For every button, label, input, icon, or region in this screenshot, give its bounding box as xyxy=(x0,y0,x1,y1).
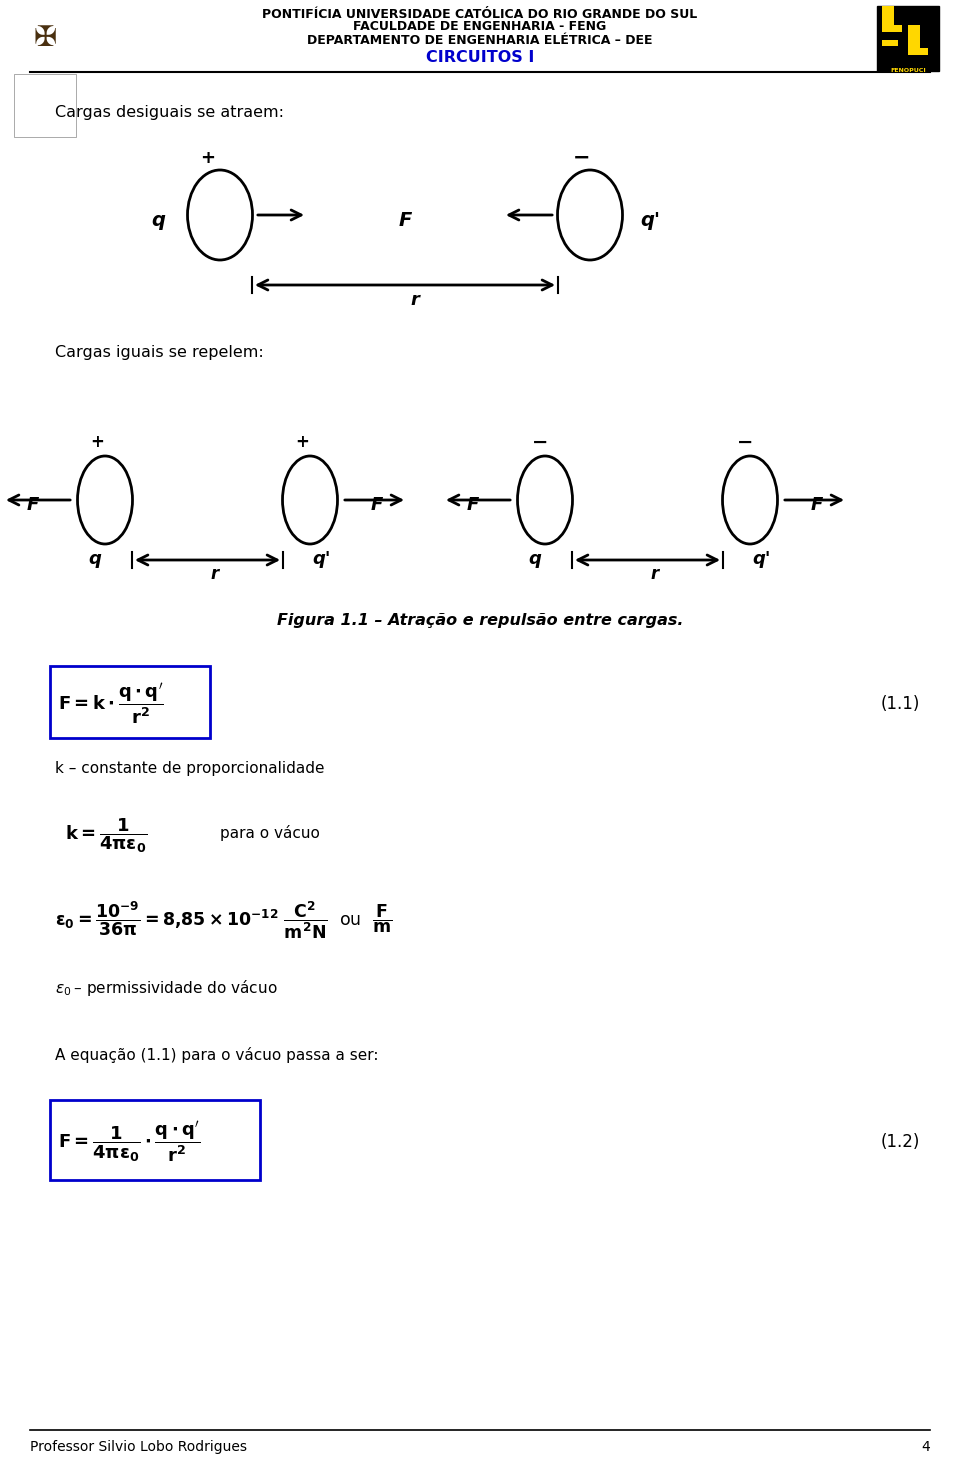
Text: F: F xyxy=(467,495,479,514)
Text: DEPARTAMENTO DE ENGENHARIA ELÉTRICA – DEE: DEPARTAMENTO DE ENGENHARIA ELÉTRICA – DE… xyxy=(307,35,653,48)
Text: $\mathbf{k = \dfrac{1}{4\pi\varepsilon_0}}$: $\mathbf{k = \dfrac{1}{4\pi\varepsilon_0… xyxy=(65,817,147,855)
Bar xyxy=(882,6,894,32)
Text: q: q xyxy=(151,210,165,229)
Text: −: − xyxy=(737,432,754,451)
Text: $\mathbf{F = k \cdot \dfrac{q \cdot q'}{r^2}}$: $\mathbf{F = k \cdot \dfrac{q \cdot q'}{… xyxy=(58,682,164,726)
Bar xyxy=(50,666,210,738)
Bar xyxy=(908,48,928,56)
Text: q: q xyxy=(88,549,102,568)
Text: $\varepsilon_0$ – permissividade do vácuo: $\varepsilon_0$ – permissividade do vácu… xyxy=(55,977,277,998)
Text: F: F xyxy=(398,210,412,229)
Bar xyxy=(908,25,920,56)
Text: ✠: ✠ xyxy=(34,23,57,53)
Text: F: F xyxy=(27,495,39,514)
Text: r: r xyxy=(651,565,660,583)
Bar xyxy=(882,39,898,45)
Text: Cargas iguais se repelem:: Cargas iguais se repelem: xyxy=(55,345,264,359)
Text: r: r xyxy=(411,291,420,308)
Text: q': q' xyxy=(313,549,331,568)
Text: −: − xyxy=(573,148,590,168)
Text: FACULDADE DE ENGENHARIA - FENG: FACULDADE DE ENGENHARIA - FENG xyxy=(353,20,607,34)
Text: +: + xyxy=(295,432,309,451)
Text: q: q xyxy=(529,549,541,568)
Bar xyxy=(14,75,76,137)
Text: k – constante de proporcionalidade: k – constante de proporcionalidade xyxy=(55,761,324,776)
Text: Cargas desiguais se atraem:: Cargas desiguais se atraem: xyxy=(55,105,284,120)
Text: $\mathbf{F = \dfrac{1}{4\pi\varepsilon_0} \cdot \dfrac{q \cdot q'}{r^2}}$: $\mathbf{F = \dfrac{1}{4\pi\varepsilon_0… xyxy=(58,1119,201,1164)
Text: +: + xyxy=(201,149,215,167)
Bar xyxy=(877,6,939,72)
Bar xyxy=(882,25,902,32)
Text: PONTIFÍCIA UNIVERSIDADE CATÓLICA DO RIO GRANDE DO SUL: PONTIFÍCIA UNIVERSIDADE CATÓLICA DO RIO … xyxy=(262,7,698,20)
Text: FENOPUCI: FENOPUCI xyxy=(890,69,925,73)
Text: (1.1): (1.1) xyxy=(880,695,920,713)
Text: para o vácuo: para o vácuo xyxy=(220,825,320,842)
Text: CIRCUITOS I: CIRCUITOS I xyxy=(426,50,534,64)
Text: (1.2): (1.2) xyxy=(880,1132,920,1151)
Text: −: − xyxy=(532,432,548,451)
Text: 4: 4 xyxy=(922,1441,930,1454)
Text: $\mathbf{\varepsilon_0 = \dfrac{10^{-9}}{36\pi} = 8{,}85 \times 10^{-12}\ \dfrac: $\mathbf{\varepsilon_0 = \dfrac{10^{-9}}… xyxy=(55,899,393,941)
Text: F: F xyxy=(371,495,383,514)
Text: Figura 1.1 – Atração e repulsão entre cargas.: Figura 1.1 – Atração e repulsão entre ca… xyxy=(276,612,684,628)
Text: A equação (1.1) para o vácuo passa a ser:: A equação (1.1) para o vácuo passa a ser… xyxy=(55,1048,378,1064)
Text: q': q' xyxy=(753,549,771,568)
Bar xyxy=(50,1100,260,1180)
Text: Professor Silvio Lobo Rodrigues: Professor Silvio Lobo Rodrigues xyxy=(30,1441,247,1454)
Text: +: + xyxy=(90,432,104,451)
Text: r: r xyxy=(211,565,219,583)
Text: q': q' xyxy=(640,210,660,229)
Text: F: F xyxy=(811,495,823,514)
